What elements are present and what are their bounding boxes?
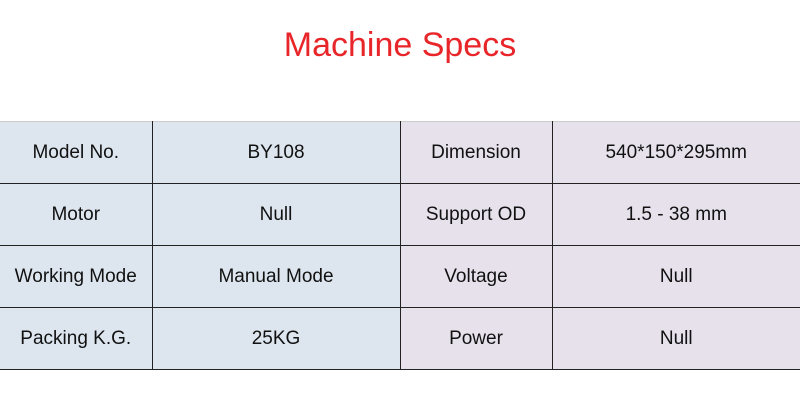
spec-label: Motor — [0, 183, 153, 246]
spec-value: 25KG — [151, 307, 401, 370]
spec-label: Support OD — [399, 183, 553, 246]
table-row: Packing K.G. 25KG Power Null — [0, 307, 800, 370]
spec-value: 540*150*295mm — [551, 121, 800, 184]
page-title: Machine Specs — [283, 26, 517, 64]
table-row: Model No. BY108 Dimension 540*150*295mm — [0, 121, 800, 184]
specs-table: Model No. BY108 Dimension 540*150*295mm Moto… — [0, 121, 800, 370]
spec-label: Packing K.G. — [0, 307, 153, 370]
spec-value: 1.5 - 38 mm — [551, 183, 800, 246]
spec-label: Power — [399, 307, 553, 370]
spec-label: Working Mode — [0, 245, 153, 308]
spec-label: Model No. — [0, 121, 153, 184]
table-row: Motor Null Support OD 1.5 - 38 mm — [0, 183, 800, 246]
spec-value: Null — [551, 307, 800, 370]
table-row: Working Mode Manual Mode Voltage Null — [0, 245, 800, 308]
spec-label: Voltage — [399, 245, 553, 308]
spec-label: Dimension — [399, 121, 553, 184]
spec-value: BY108 — [151, 121, 401, 184]
spec-value: Null — [151, 183, 401, 246]
spec-value: Manual Mode — [151, 245, 401, 308]
spec-value: Null — [551, 245, 800, 308]
